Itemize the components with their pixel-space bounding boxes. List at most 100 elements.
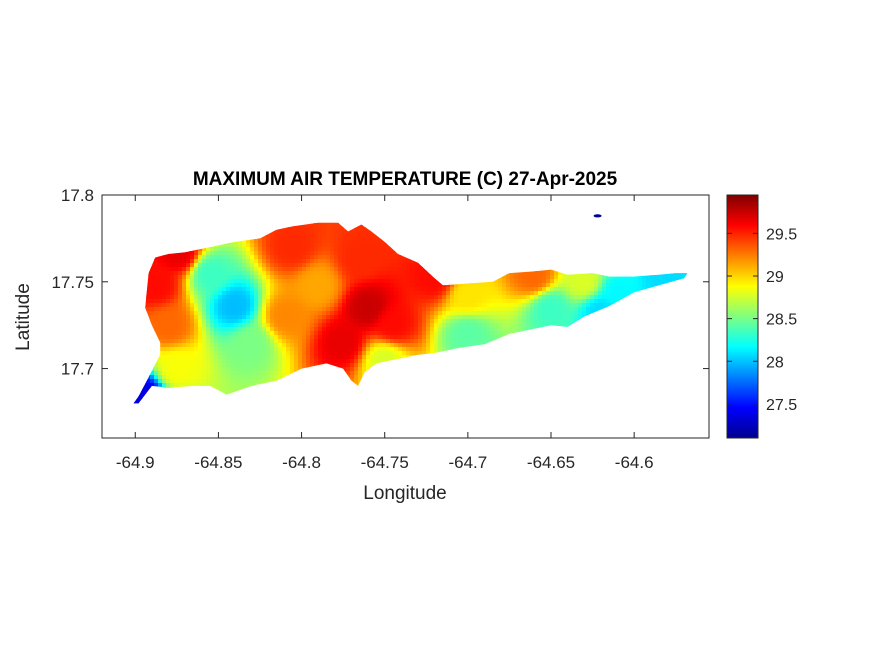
temperature-cell (334, 315, 339, 320)
temperature-cell (182, 383, 187, 388)
temperature-cell (346, 251, 351, 256)
temperature-cell (314, 299, 319, 304)
temperature-cell (250, 295, 255, 300)
temperature-cell (274, 323, 279, 328)
temperature-cell (382, 335, 387, 340)
temperature-cell (386, 243, 391, 248)
temperature-cell (322, 359, 327, 364)
temperature-cell (254, 331, 259, 336)
temperature-cell (330, 267, 335, 272)
temperature-cell (166, 299, 171, 304)
temperature-cell (222, 263, 227, 268)
temperature-cell (398, 255, 403, 260)
temperature-cell (346, 291, 351, 296)
temperature-cell (154, 263, 159, 268)
temperature-cell (250, 303, 255, 308)
temperature-cell (338, 343, 343, 348)
temperature-cell (306, 303, 311, 308)
temperature-cell (266, 283, 271, 288)
temperature-cell (306, 267, 311, 272)
temperature-cell (394, 299, 399, 304)
temperature-cell (354, 279, 359, 284)
temperature-cell (406, 287, 411, 292)
temperature-cell (278, 315, 283, 320)
temperature-cell (422, 331, 427, 336)
temperature-cell (242, 299, 247, 304)
temperature-cell (222, 363, 227, 368)
temperature-cell (154, 307, 159, 312)
temperature-cell (350, 323, 355, 328)
temperature-cell (266, 279, 271, 284)
temperature-cell (382, 303, 387, 308)
temperature-cell (294, 315, 299, 320)
temperature-cell (258, 239, 263, 244)
temperature-cell (426, 335, 431, 340)
temperature-cell (422, 275, 427, 280)
temperature-cell (354, 375, 359, 380)
temperature-cell (210, 383, 215, 388)
temperature-cell (198, 331, 203, 336)
temperature-cell (190, 379, 195, 384)
temperature-cell (422, 291, 427, 296)
temperature-cell (266, 323, 271, 328)
temperature-cell (322, 275, 327, 280)
temperature-cell (366, 355, 371, 360)
temperature-cell (410, 307, 415, 312)
temperature-cell (258, 355, 263, 360)
temperature-cell (210, 343, 215, 348)
temperature-cell (326, 255, 331, 260)
temperature-cell (314, 223, 319, 228)
temperature-cell (298, 295, 303, 300)
temperature-cell (302, 303, 307, 308)
temperature-cell (290, 279, 295, 284)
temperature-cell (414, 299, 419, 304)
temperature-cell (274, 263, 279, 268)
temperature-cell (282, 291, 287, 296)
temperature-cell (194, 339, 199, 344)
temperature-cell (370, 335, 375, 340)
temperature-cell (382, 347, 387, 352)
temperature-cell (246, 363, 251, 368)
temperature-cell (242, 295, 247, 300)
temperature-cell (210, 267, 215, 272)
temperature-cell (206, 367, 211, 372)
temperature-cell (270, 335, 275, 340)
temperature-cell (214, 371, 219, 376)
temperature-cell (230, 251, 235, 256)
temperature-cell (298, 311, 303, 316)
temperature-cell (338, 319, 343, 324)
temperature-cell (258, 343, 263, 348)
temperature-cell (262, 311, 267, 316)
temperature-cell (166, 311, 171, 316)
temperature-cell (178, 347, 183, 352)
temperature-cell (426, 315, 431, 320)
temperature-cell (218, 383, 223, 388)
temperature-cell (306, 335, 311, 340)
temperature-cell (230, 379, 235, 384)
temperature-cell (310, 263, 315, 268)
temperature-cell (178, 275, 183, 280)
temperature-cell (402, 323, 407, 328)
temperature-cell (366, 243, 371, 248)
temperature-cell (150, 271, 155, 276)
temperature-cell (198, 303, 203, 308)
temperature-cell (290, 259, 295, 264)
temperature-cell (354, 299, 359, 304)
temperature-cell (338, 351, 343, 356)
temperature-cell (206, 279, 211, 284)
temperature-cell (366, 247, 371, 252)
temperature-cell (322, 231, 327, 236)
temperature-cell (298, 283, 303, 288)
temperature-cell (406, 279, 411, 284)
temperature-cell (330, 307, 335, 312)
temperature-cell (394, 291, 399, 296)
temperature-cell (370, 327, 375, 332)
temperature-cell (190, 347, 195, 352)
temperature-cell (234, 291, 239, 296)
temperature-cell (246, 311, 251, 316)
temperature-cell (170, 291, 175, 296)
temperature-cell (426, 323, 431, 328)
temperature-cell (406, 275, 411, 280)
temperature-cell (190, 343, 195, 348)
temperature-cell (346, 363, 351, 368)
